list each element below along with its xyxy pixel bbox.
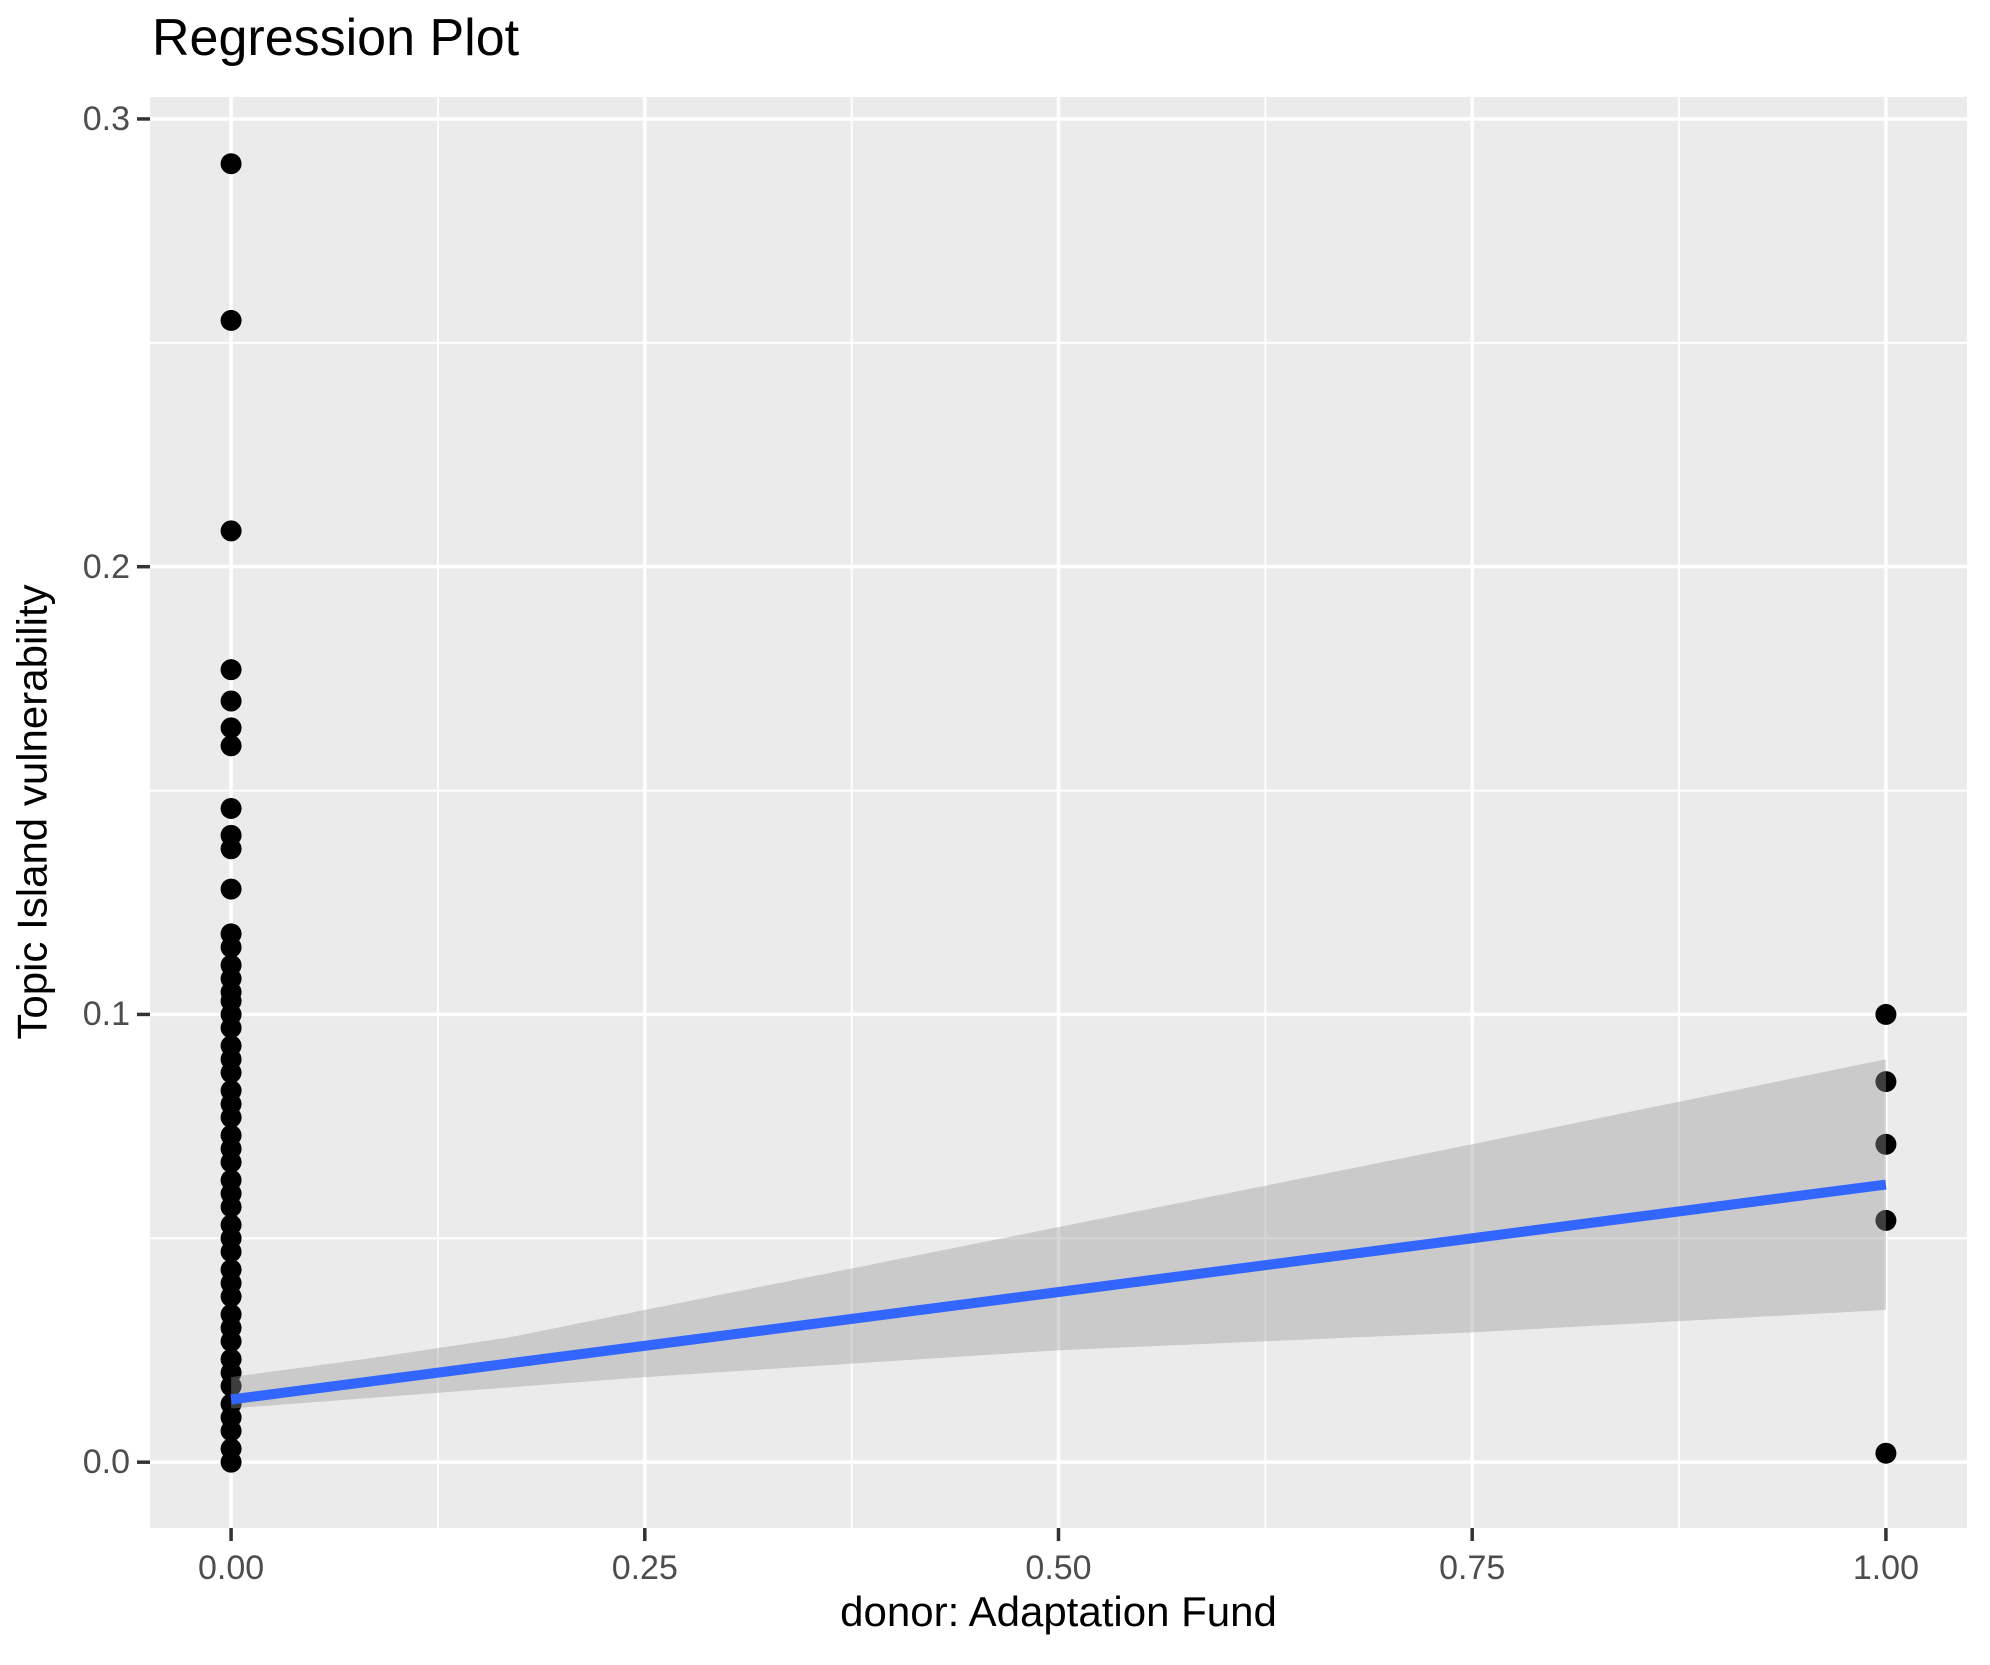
data-point xyxy=(220,1106,242,1128)
data-point xyxy=(220,878,242,900)
data-point xyxy=(220,717,242,739)
data-point xyxy=(220,838,242,860)
data-point xyxy=(220,735,242,757)
data-point xyxy=(220,1196,242,1218)
data-point xyxy=(220,936,242,958)
data-point xyxy=(1875,1003,1897,1025)
y-tick-label: 0.0 xyxy=(82,1443,130,1482)
regression-line xyxy=(230,1179,1887,1405)
x-tick-label: 0.25 xyxy=(611,1549,678,1587)
data-point xyxy=(220,1017,242,1039)
data-point xyxy=(220,797,242,819)
data-point xyxy=(220,1151,242,1173)
data-point xyxy=(220,1451,242,1473)
data-point xyxy=(220,659,242,681)
x-tick-label: 0.00 xyxy=(197,1549,265,1587)
x-tick-label: 0.75 xyxy=(1439,1549,1506,1587)
data-point xyxy=(220,1375,242,1397)
confidence-band xyxy=(231,1059,1886,1409)
y-tick-label: 0.1 xyxy=(82,995,130,1034)
data-point xyxy=(220,520,242,542)
data-point xyxy=(220,690,242,712)
y-tick-label: 0.2 xyxy=(82,547,130,586)
data-point xyxy=(1875,1209,1897,1231)
x-tick-label: 0.50 xyxy=(1025,1549,1092,1587)
data-point xyxy=(220,1286,242,1308)
data-point xyxy=(220,1062,242,1084)
y-tick-label: 0.3 xyxy=(82,99,130,138)
data-point xyxy=(220,1420,242,1442)
data-point xyxy=(1875,1133,1897,1155)
data-point xyxy=(220,1330,242,1352)
plot-title: Regression Plot xyxy=(152,9,520,67)
data-point xyxy=(220,1241,242,1263)
x-axis-title: donor: Adaptation Fund xyxy=(840,1588,1277,1635)
data-point xyxy=(1875,1071,1897,1093)
data-point xyxy=(1875,1442,1897,1464)
data-point xyxy=(220,309,242,331)
scatter-points xyxy=(220,153,1897,1473)
data-point xyxy=(220,153,242,175)
axis-ticks xyxy=(137,117,1888,1541)
x-tick-label: 1.00 xyxy=(1852,1549,1919,1587)
